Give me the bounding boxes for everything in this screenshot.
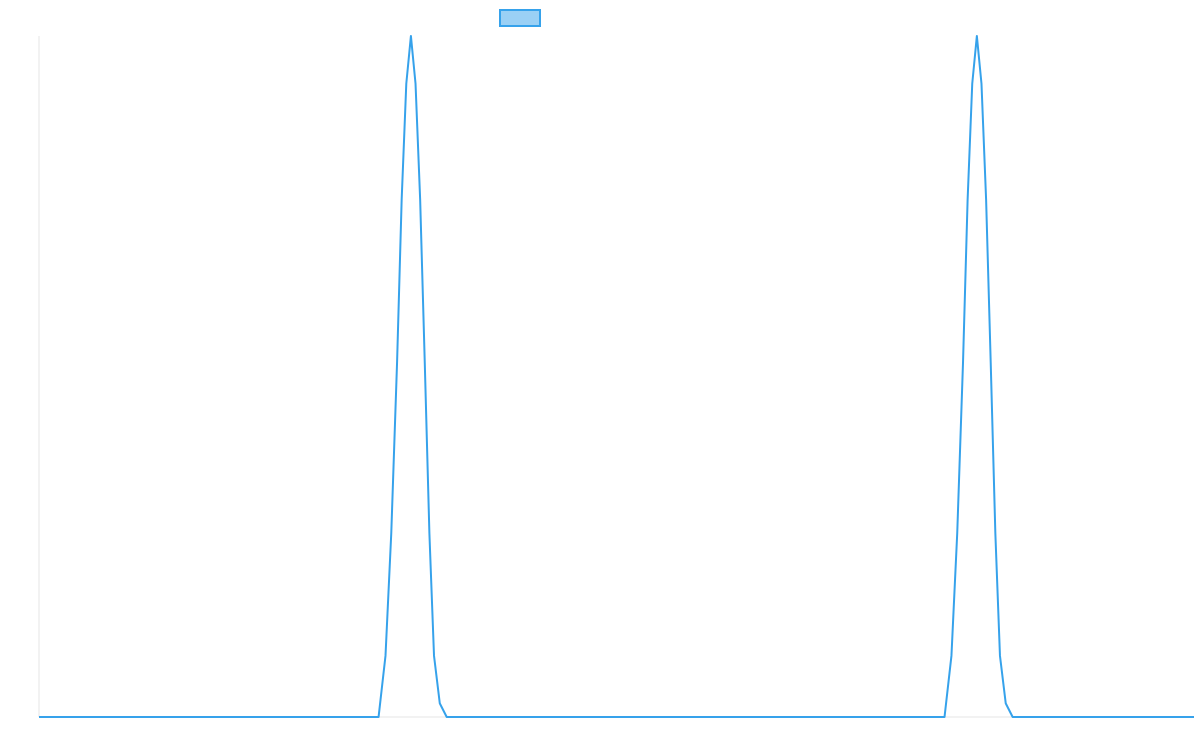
axes	[38, 36, 1194, 718]
legend-swatch-icon[interactable]	[499, 9, 541, 27]
plot-area	[39, 35, 1194, 718]
series-line	[39, 35, 1194, 718]
legend[interactable]	[499, 9, 541, 27]
